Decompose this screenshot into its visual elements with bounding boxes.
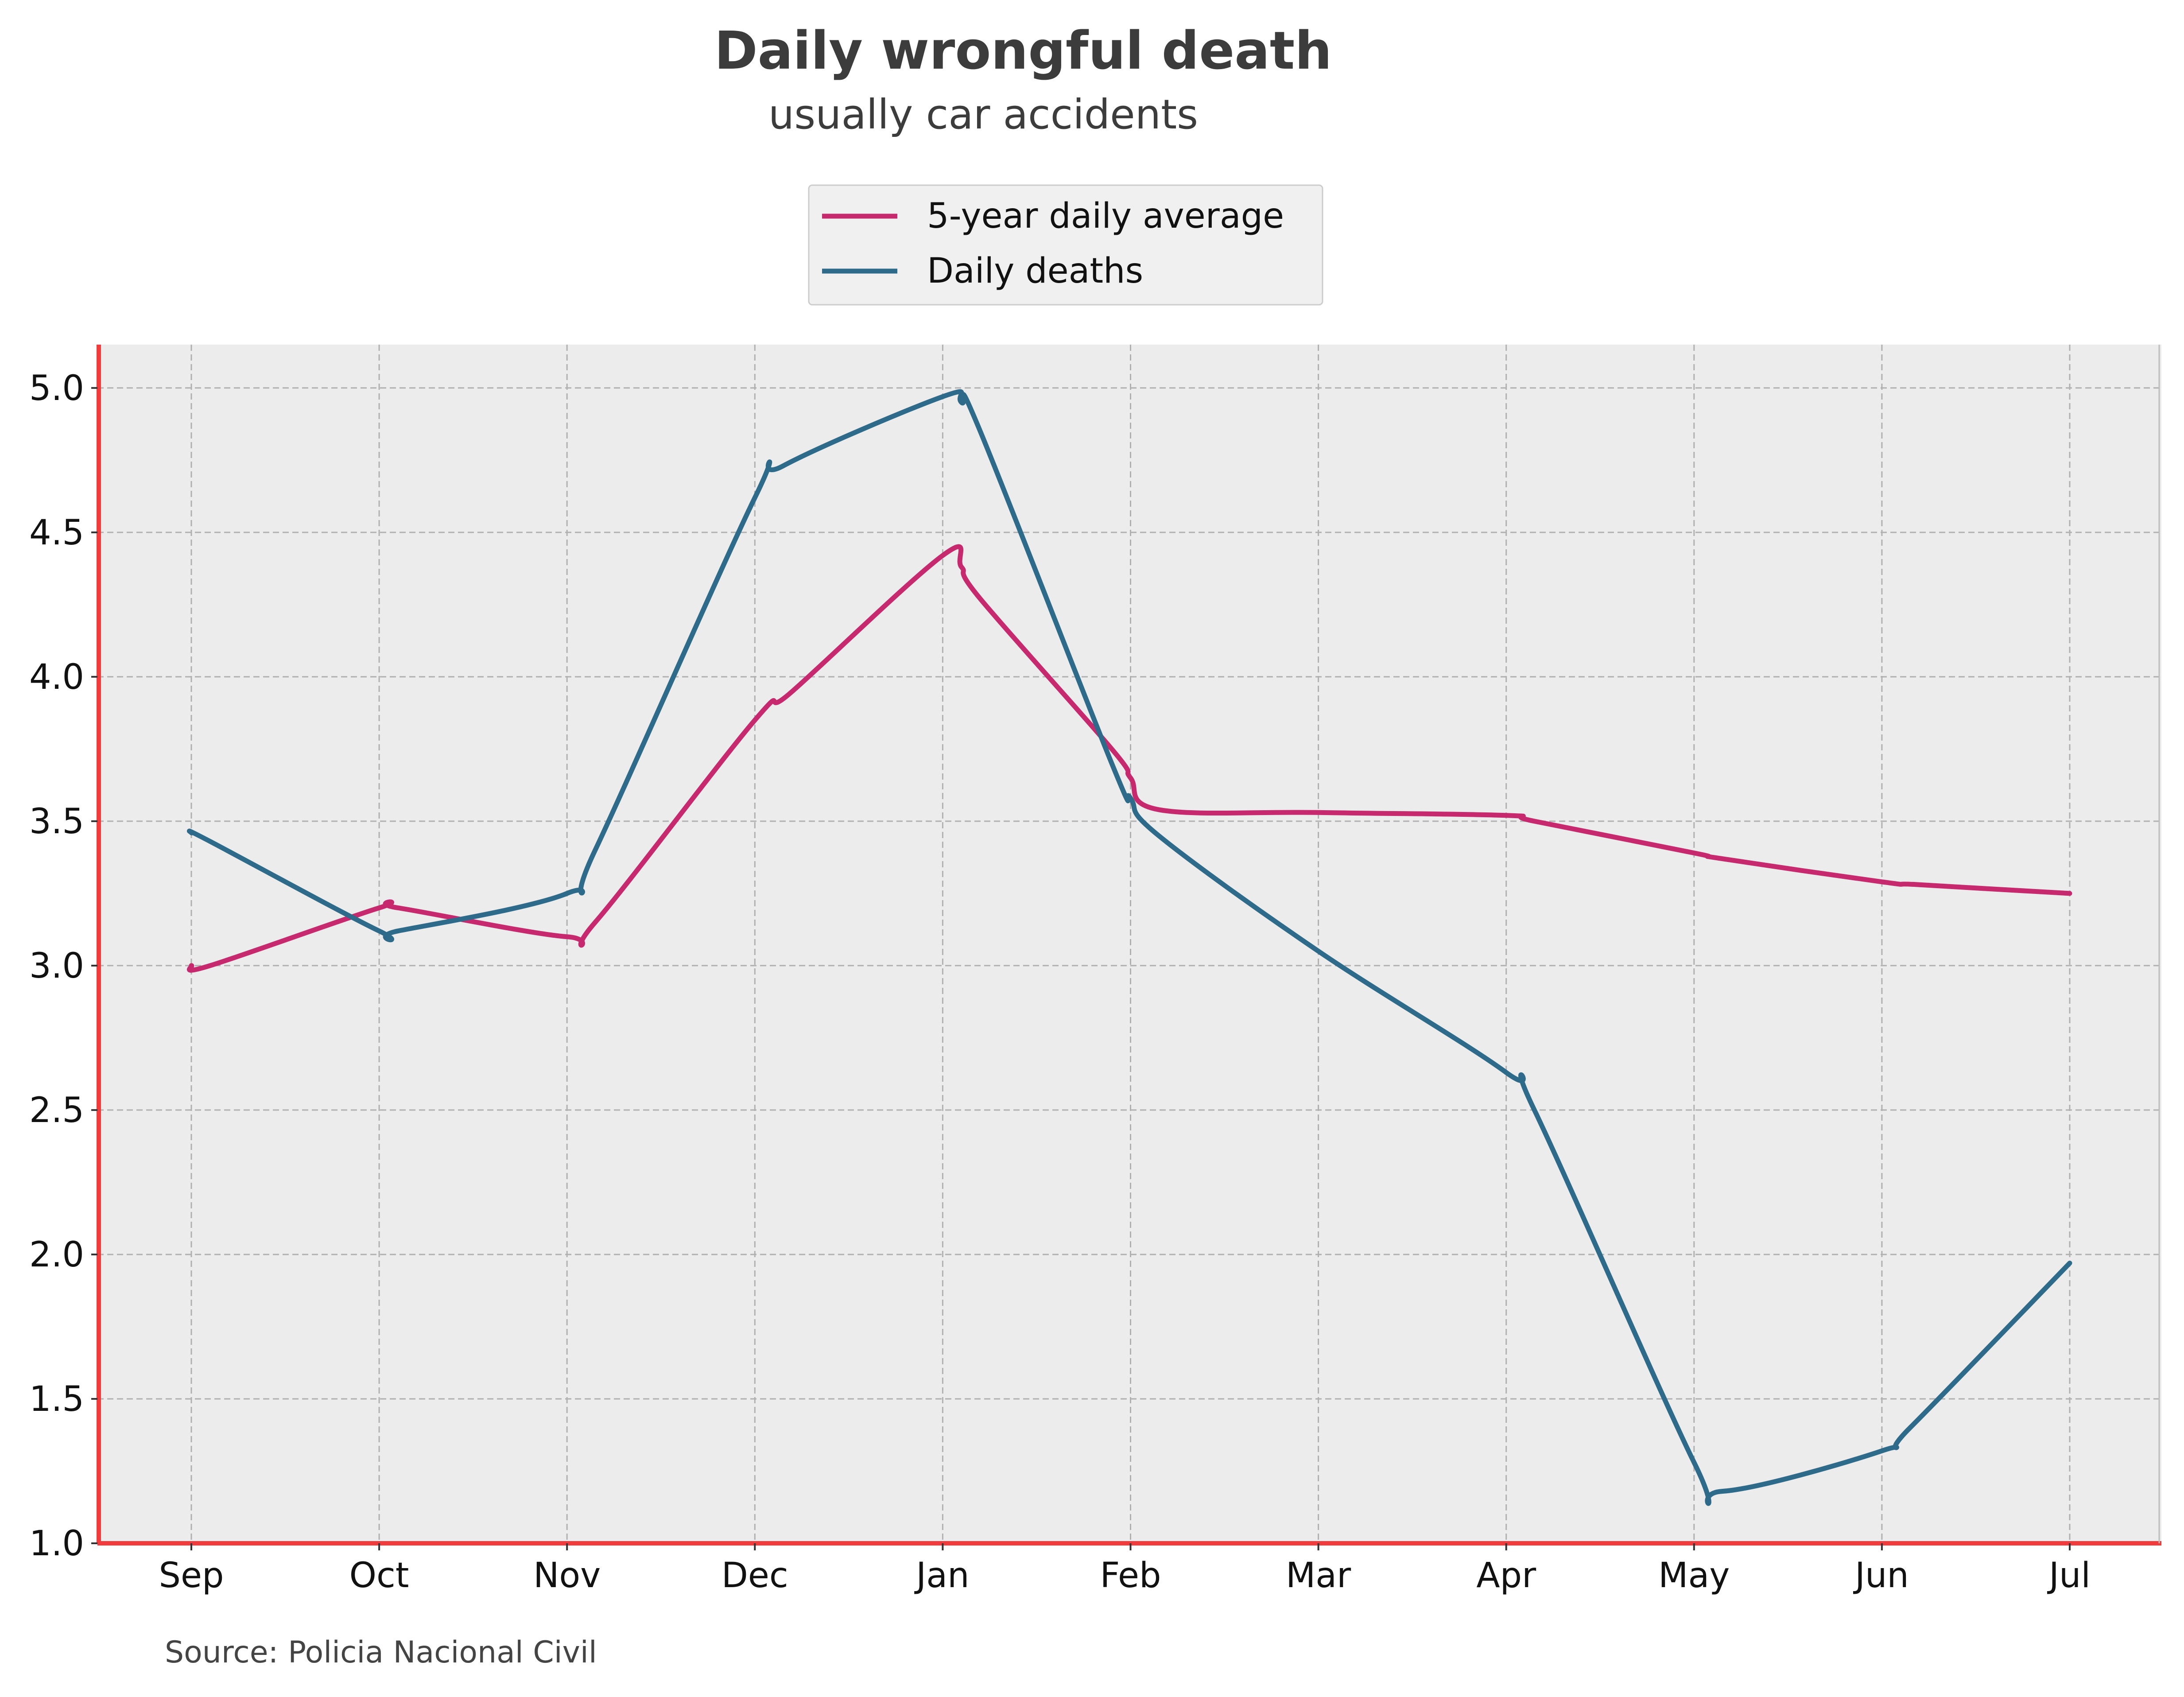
y-tick-label: 1.0 (29, 1524, 84, 1564)
y-tick-label: 2.0 (29, 1235, 84, 1275)
gridlines (97, 345, 2161, 1543)
plot-area (97, 345, 2161, 1543)
y-tick-label: 2.5 (29, 1091, 84, 1130)
y-tick-label: 3.0 (29, 946, 84, 986)
x-tick-label-dec: Dec (722, 1556, 788, 1596)
y-tick-label: 5.0 (29, 369, 84, 408)
x-tick-label-nov: Nov (533, 1556, 601, 1596)
y-tick-label: 3.5 (29, 802, 84, 842)
y-tick-label: 4.0 (29, 657, 84, 697)
x-tick-label-may: May (1658, 1556, 1730, 1596)
series-line-daily-deaths (186, 389, 2072, 1506)
legend-label-5-year-average: 5-year daily average (927, 196, 1284, 236)
source-note: Source: Policia Nacional Civil (165, 1635, 597, 1670)
x-axis-ticks: Sep Oct Nov Dec Jan Feb Mar Apr May Jun Jul (159, 1543, 2091, 1596)
chart-subtitle: usually car accidents (768, 91, 1198, 138)
y-tick-label: 4.5 (29, 513, 84, 553)
y-axis-ticks: 1.0 1.5 2.0 2.5 3.0 3.5 4.0 4.5 5.0 (29, 369, 97, 1564)
series-lines (186, 389, 2072, 1506)
chart-title: Daily wrongful death (714, 20, 1332, 81)
x-tick-label-apr: Apr (1476, 1556, 1536, 1596)
legend-label-daily-deaths: Daily deaths (927, 251, 1143, 291)
x-tick-label-mar: Mar (1286, 1556, 1351, 1596)
x-tick-label-jul: Jul (2047, 1556, 2091, 1596)
y-tick-label: 1.5 (29, 1379, 84, 1419)
x-tick-label-jan: Jan (914, 1556, 969, 1596)
series-line-5-year-average (186, 544, 2072, 973)
legend: 5-year daily average Daily deaths (808, 184, 1323, 306)
x-tick-label-jun: Jun (1853, 1556, 1909, 1596)
x-tick-label-sep: Sep (159, 1556, 224, 1596)
legend-box (808, 184, 1323, 306)
x-tick-label-oct: Oct (349, 1556, 409, 1596)
x-tick-label-feb: Feb (1100, 1556, 1161, 1596)
